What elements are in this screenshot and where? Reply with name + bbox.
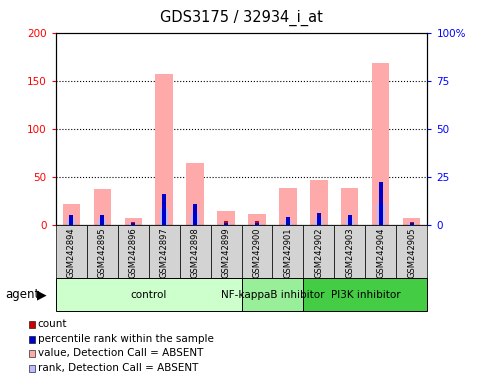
Bar	[129, 223, 137, 225]
Text: percentile rank within the sample: percentile rank within the sample	[38, 334, 213, 344]
Bar	[69, 215, 73, 225]
Bar	[303, 225, 334, 278]
Bar	[186, 163, 203, 225]
Bar	[149, 225, 180, 278]
Bar	[100, 215, 104, 225]
Bar	[156, 74, 172, 225]
Bar	[217, 211, 235, 225]
Bar	[162, 194, 166, 225]
Bar	[379, 182, 383, 225]
Bar	[272, 225, 303, 278]
Text: PI3K inhibitor: PI3K inhibitor	[331, 290, 400, 300]
Bar	[191, 213, 199, 225]
Bar	[255, 221, 259, 225]
Text: NF-kappaB inhibitor: NF-kappaB inhibitor	[221, 290, 324, 300]
Bar	[180, 225, 211, 278]
Bar	[255, 223, 259, 225]
Bar	[94, 189, 111, 225]
Bar	[67, 219, 75, 225]
Bar	[372, 63, 389, 225]
Text: value, Detection Call = ABSENT: value, Detection Call = ABSENT	[38, 348, 203, 358]
Text: GSM242896: GSM242896	[128, 227, 138, 278]
Bar	[242, 278, 303, 311]
Bar	[224, 223, 228, 225]
Bar	[379, 217, 383, 225]
Bar	[242, 225, 272, 278]
Text: GSM242898: GSM242898	[190, 227, 199, 278]
Text: GSM242905: GSM242905	[408, 227, 416, 278]
Bar	[211, 225, 242, 278]
Bar	[222, 223, 230, 225]
Bar	[397, 225, 427, 278]
Bar	[408, 223, 416, 225]
Bar	[317, 213, 321, 225]
Text: GDS3175 / 32934_i_at: GDS3175 / 32934_i_at	[160, 10, 323, 26]
Bar	[69, 217, 73, 225]
Bar	[410, 222, 414, 225]
Bar	[341, 188, 358, 225]
Bar	[315, 219, 323, 225]
Bar	[160, 209, 168, 225]
Text: GSM242895: GSM242895	[98, 227, 107, 278]
Bar	[317, 217, 321, 225]
Text: GSM242903: GSM242903	[345, 227, 355, 278]
Text: GSM242897: GSM242897	[159, 227, 169, 278]
Bar	[193, 204, 197, 225]
Bar	[346, 219, 354, 225]
Bar	[284, 221, 292, 225]
Bar	[193, 217, 197, 225]
Bar	[403, 218, 421, 225]
Bar	[286, 217, 290, 225]
Bar	[98, 219, 106, 225]
Bar	[224, 221, 228, 225]
Bar	[348, 215, 352, 225]
Bar	[125, 218, 142, 225]
Bar	[56, 225, 86, 278]
Bar	[253, 223, 261, 225]
Bar	[286, 217, 290, 225]
Bar	[248, 214, 266, 225]
Bar	[117, 225, 149, 278]
Bar	[162, 217, 166, 225]
Bar	[311, 180, 327, 225]
Text: agent: agent	[5, 288, 39, 301]
Bar	[131, 223, 135, 225]
Text: control: control	[130, 290, 167, 300]
Text: GSM242899: GSM242899	[222, 227, 230, 278]
Bar	[303, 278, 427, 311]
Text: count: count	[38, 319, 67, 329]
Bar	[62, 204, 80, 225]
Text: GSM242902: GSM242902	[314, 227, 324, 278]
Text: GSM242904: GSM242904	[376, 227, 385, 278]
Bar	[56, 278, 242, 311]
Bar	[131, 222, 135, 225]
Bar	[334, 225, 366, 278]
Text: ▶: ▶	[37, 288, 46, 301]
Bar	[377, 204, 385, 225]
Bar	[348, 217, 352, 225]
Text: GSM242900: GSM242900	[253, 227, 261, 278]
Bar	[280, 188, 297, 225]
Text: GSM242901: GSM242901	[284, 227, 293, 278]
Text: rank, Detection Call = ABSENT: rank, Detection Call = ABSENT	[38, 363, 198, 373]
Bar	[100, 217, 104, 225]
Bar	[410, 223, 414, 225]
Bar	[366, 225, 397, 278]
Bar	[86, 225, 117, 278]
Text: GSM242894: GSM242894	[67, 227, 75, 278]
